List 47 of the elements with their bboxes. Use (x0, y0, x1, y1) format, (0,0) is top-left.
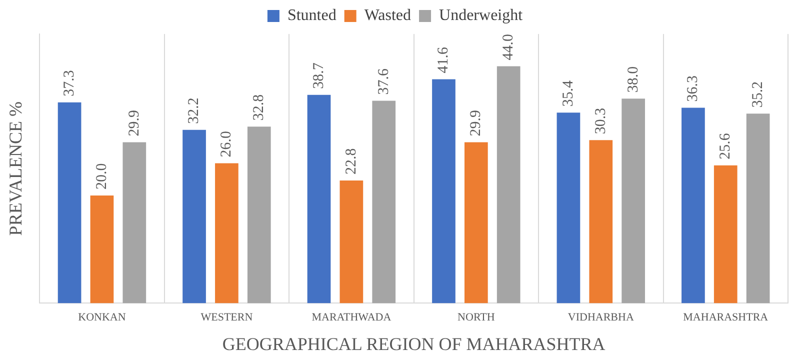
bar (215, 163, 238, 304)
legend-label: Underweight (439, 7, 524, 24)
x-tick-label: KONKAN (78, 312, 126, 324)
bar (90, 196, 114, 304)
x-tick-label: WESTERN (200, 312, 253, 324)
bar (556, 112, 580, 304)
bar (122, 142, 146, 304)
data-label: 29.9 (468, 110, 484, 136)
bar (58, 102, 82, 304)
x-axis-title: GEOGRAPHICAL REGION OF MAHARASHTRA (222, 334, 606, 354)
data-label: 35.2 (750, 81, 766, 108)
data-label: 37.6 (376, 68, 392, 95)
data-label: 32.2 (186, 98, 202, 124)
bar (496, 66, 520, 304)
data-label: 44.0 (500, 34, 517, 60)
data-label: 26.0 (218, 130, 235, 158)
bar (340, 180, 364, 304)
bar (247, 126, 271, 304)
bar (622, 98, 646, 304)
y-axis-title: PREVALENCE % (6, 102, 26, 236)
bar (682, 108, 705, 304)
data-label: 32.8 (251, 94, 268, 121)
data-label: 30.3 (592, 108, 609, 134)
data-label: 41.6 (436, 46, 452, 74)
x-tick-label: MARATHWADA (312, 312, 392, 324)
x-tick-label: MAHARASHTRA (683, 312, 768, 324)
bar (432, 79, 456, 304)
bar (307, 94, 331, 304)
data-label: 37.3 (61, 70, 78, 96)
bar (464, 142, 488, 304)
bar (372, 100, 396, 304)
data-label: 20.0 (94, 163, 110, 190)
x-tick-label: VIDHARBHA (568, 312, 634, 324)
x-tick-label: NORTH (458, 312, 495, 324)
bar (714, 165, 738, 304)
legend-label: Wasted (364, 7, 412, 24)
data-label: 22.8 (343, 148, 360, 174)
data-label: 36.3 (685, 76, 702, 102)
bar (182, 130, 206, 304)
legend-label: Stunted (287, 7, 336, 24)
data-label: 35.4 (560, 80, 576, 107)
data-label: 29.9 (126, 110, 142, 136)
data-label: 38.0 (625, 66, 642, 93)
bar (589, 140, 613, 304)
data-label: 25.6 (718, 132, 734, 160)
bar (746, 114, 770, 304)
data-label: 38.7 (310, 62, 327, 89)
